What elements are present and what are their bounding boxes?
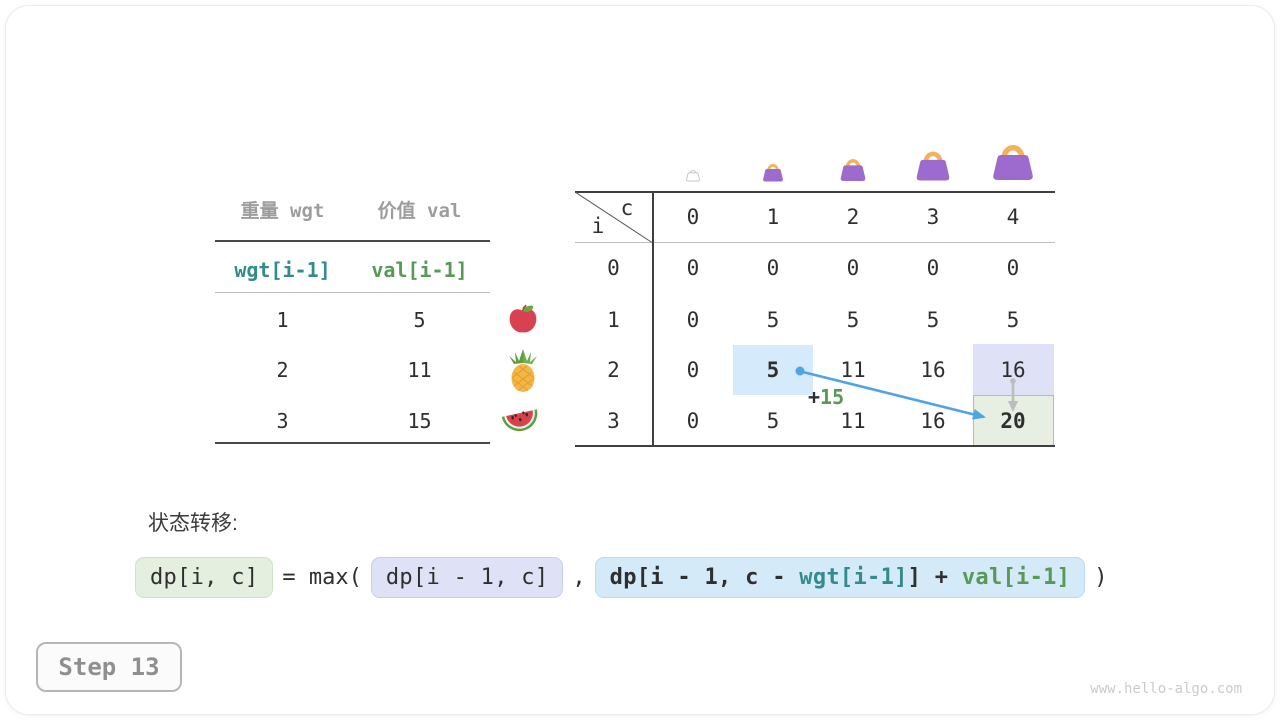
dp-table-top-rule <box>575 191 1055 193</box>
added-value: 15 <box>820 385 845 409</box>
dp-table-vertical-rule <box>652 191 654 447</box>
item-val-2: 11 <box>407 358 432 382</box>
bag-lg-icon <box>989 137 1037 183</box>
item-table-header-value: 价值 val <box>377 200 462 222</box>
dp-cell-0-4: 0 <box>1006 256 1020 280</box>
dp-cell-1-1: 5 <box>766 308 780 332</box>
dp-cell-2-4-alt: 16 <box>1000 358 1026 382</box>
bag-sm-icon <box>838 154 868 183</box>
dp-cell-1-4: 5 <box>1006 308 1020 332</box>
dp-cell-2-0: 0 <box>686 358 700 382</box>
dp-cell-3-3: 16 <box>920 409 946 433</box>
bag-md-icon <box>913 145 953 183</box>
formula-arg2-part3: ] + <box>907 565 962 590</box>
dp-row-label-3: 3 <box>607 409 620 433</box>
dp-cell-1-3: 5 <box>926 308 940 332</box>
pineapple-icon <box>505 348 541 394</box>
plus-sign: + <box>808 385 821 409</box>
dp-corner-row-var: i <box>591 214 605 238</box>
dp-cell-3-1: 5 <box>766 409 780 433</box>
dp-cell-0-0: 0 <box>686 256 700 280</box>
watermelon-icon <box>500 404 542 438</box>
apple-icon <box>507 303 539 335</box>
dp-cell-0-2: 0 <box>846 256 860 280</box>
formula-separator: , <box>572 565 586 590</box>
dp-cell-0-1: 0 <box>766 256 780 280</box>
formula-operator: = max( <box>282 565 362 590</box>
dp-cell-2-3: 16 <box>920 358 946 382</box>
item-val-1: 5 <box>413 308 426 332</box>
formula-arg2-val: val[i-1] <box>961 565 1071 590</box>
item-table-top-rule <box>215 240 490 242</box>
formula-arg1-box: dp[i - 1, c] <box>370 557 564 598</box>
formula-arg2-wgt: wgt[i-1] <box>799 565 908 590</box>
dp-row-label-0: 0 <box>607 256 620 280</box>
formula-arg2-part1: dp[i - 1, c - <box>609 565 800 590</box>
dp-cell-3-0: 0 <box>686 409 700 433</box>
dp-corner-col-var: c <box>620 196 634 220</box>
dp-table-bottom-rule <box>575 445 1055 447</box>
formula-result-box: dp[i, c] <box>135 557 274 598</box>
dp-row-label-2: 2 <box>607 358 620 382</box>
item-wgt-1: 1 <box>276 308 289 332</box>
dp-cell-1-0: 0 <box>686 308 700 332</box>
dp-col-header-2: 2 <box>846 205 860 229</box>
item-table-bottom-rule <box>215 442 490 444</box>
add-value-annotation: +15 <box>808 385 844 409</box>
transition-label: 状态转移: <box>148 512 238 535</box>
formula-close-paren: ) <box>1094 565 1108 590</box>
dp-cell-1-2: 5 <box>846 308 860 332</box>
dp-col-header-3: 3 <box>926 205 940 229</box>
item-wgt-3: 3 <box>276 409 289 433</box>
dp-col-header-4: 4 <box>1006 205 1020 229</box>
state-transition-formula: dp[i, c] = max( dp[i - 1, c] , dp[i - 1,… <box>135 557 1107 598</box>
item-table-mid-rule <box>215 292 490 293</box>
dp-row-label-1: 1 <box>607 308 620 332</box>
dp-col-header-1: 1 <box>766 205 780 229</box>
item-table-wgt-expr: wgt[i-1] <box>234 258 331 282</box>
item-wgt-2: 2 <box>276 358 289 382</box>
dp-cell-0-3: 0 <box>926 256 940 280</box>
bag-xs-icon <box>761 160 785 183</box>
bag-empty-icon <box>685 167 701 182</box>
dp-cell-2-1-source: 5 <box>766 358 780 382</box>
dp-table-header-rule <box>575 242 1055 243</box>
formula-arg2-box: dp[i - 1, c - wgt[i-1]] + val[i-1] <box>594 557 1086 598</box>
item-val-3: 15 <box>407 409 432 433</box>
item-table-header-weight: 重量 wgt <box>240 200 325 222</box>
step-badge: Step 13 <box>36 642 182 692</box>
item-table-val-expr: val[i-1] <box>371 258 468 282</box>
watermark: www.hello-algo.com <box>1090 681 1242 697</box>
dp-col-header-0: 0 <box>686 205 700 229</box>
dp-cell-3-4-target: 20 <box>1000 409 1026 433</box>
